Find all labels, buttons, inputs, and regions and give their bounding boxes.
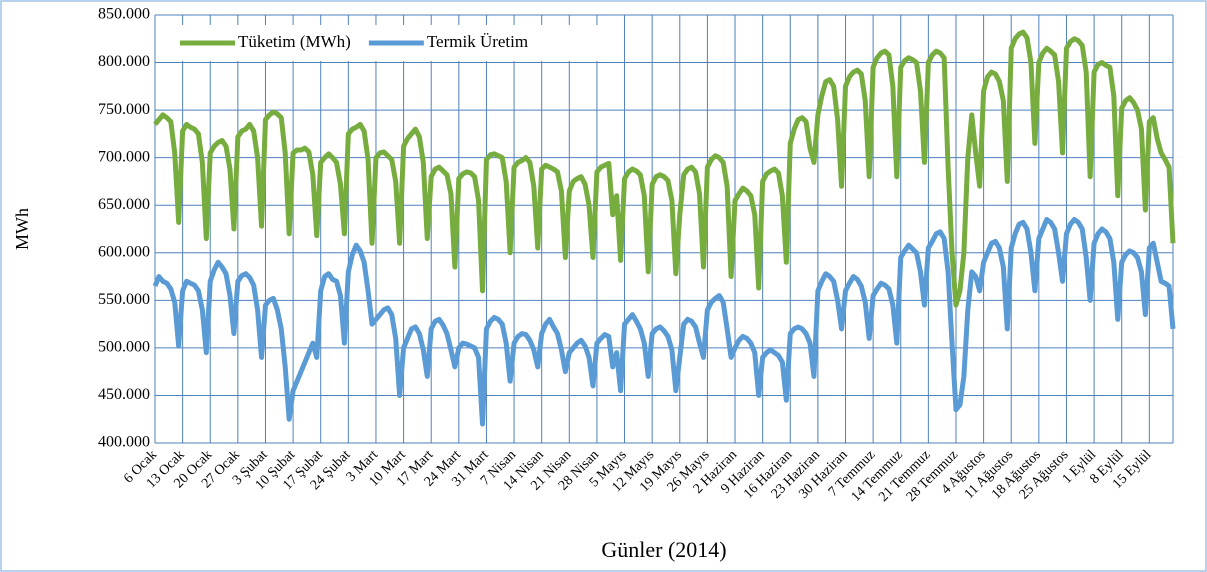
y-tick-label: 650.000 (98, 196, 150, 213)
series-line (152, 216, 1176, 427)
y-tick-label: 400.000 (98, 434, 150, 451)
legend-label: Tüketim (MWh) (238, 32, 351, 51)
y-tick-label: 700.000 (98, 148, 150, 165)
series-line (153, 29, 1176, 308)
y-tick-label: 600.000 (98, 243, 150, 260)
y-tick-label: 450.000 (98, 386, 150, 403)
y-tick-label: 800.000 (98, 53, 150, 70)
y-tick-label: 850.000 (98, 6, 150, 23)
legend-label: Termik Üretim (427, 32, 528, 51)
y-axis-label: MWh (12, 208, 32, 250)
y-tick-label: 750.000 (98, 101, 150, 118)
y-tick-label: 550.000 (98, 291, 150, 308)
y-tick-label: 500.000 (98, 339, 150, 356)
x-axis-label: Günler (2014) (601, 537, 726, 562)
